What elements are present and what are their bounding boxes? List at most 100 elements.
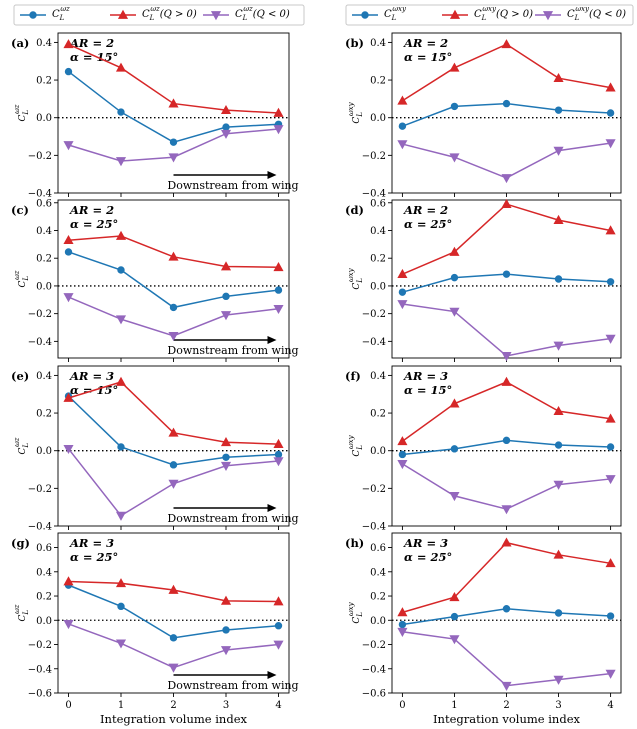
aspect-ratio-label: AR = 2 [403,203,448,217]
xtick-label: 4 [607,700,613,711]
data-point [398,122,407,130]
data-point [220,595,232,605]
xtick-label: 3 [223,700,229,711]
data-point [553,72,564,83]
alpha-label: α = 25° [404,217,452,231]
data-point [63,234,74,245]
legend-marker [210,11,222,21]
ytick-label: 0.6 [36,543,52,554]
data-point [450,273,459,282]
downstream-label: Downstream from wing [167,679,298,692]
alpha-label: α = 15° [404,50,452,64]
data-point [605,413,616,423]
data-point [450,445,459,453]
data-point [168,479,179,489]
data-point [501,505,512,515]
data-point [449,153,460,163]
panel-letter: (g) [11,536,30,550]
series-total [64,248,283,312]
series-q-0 [63,376,284,448]
downstream-arrow-head [267,336,277,344]
ytick-label: −0.4 [28,337,52,348]
xtick-label: 1 [451,700,457,711]
series-total [398,436,615,459]
panel-letter: (c) [11,203,29,217]
data-point [397,140,408,150]
data-point [606,109,615,117]
alpha-label: α = 15° [70,50,118,64]
data-point [220,437,232,447]
legend-label: CLωz(Q < 0) [235,5,290,22]
series-q-0 [63,230,284,272]
data-point [63,293,74,303]
data-point [501,174,512,184]
y-axis-label: CLωxy [347,267,364,289]
data-point [501,198,512,209]
data-point [169,634,178,642]
data-point [554,106,563,114]
y-axis-label: CLωz [13,604,30,621]
data-point [169,461,178,469]
data-point [501,681,512,691]
y-axis-label-text: CLωxy [347,101,364,123]
alpha-label: α = 15° [404,383,452,397]
series-q-0 [63,293,284,342]
y-axis-label-text: CLωxy [347,601,364,623]
data-point [115,62,127,72]
series-line [402,142,611,179]
alpha-label: α = 25° [404,550,452,564]
data-point [273,596,284,606]
panel-letter: (a) [11,36,29,50]
series-line [68,296,279,337]
data-point [554,275,563,283]
panel-d: −0.4 −0.2 0.0 0.2 0.4 0.6 CLωxy (d) AR = 2α = 25… [345,198,622,362]
aspect-ratio-label: AR = 3 [403,536,448,550]
data-point [168,251,179,261]
data-point [220,646,232,656]
panel-letter: (f) [345,369,361,383]
data-point [115,578,127,588]
downstream-label: Downstream from wing [167,512,298,525]
downstream-arrow-head [267,171,277,179]
ytick-label: 0.0 [36,446,52,457]
ytick-label: 0.2 [370,76,386,87]
data-point [220,261,232,271]
legend-marker [449,9,461,19]
data-point [449,592,460,602]
ytick-label: 0.6 [370,543,386,554]
y-axis-label: CLωxy [347,101,364,123]
data-point [449,492,460,502]
data-point [553,341,564,351]
series-q-0 [397,460,616,515]
data-point [449,307,460,317]
legend-marker [542,11,554,21]
legend-label: CLωz [52,5,70,22]
y-axis-label: CLωz [13,104,30,121]
data-point [63,576,74,586]
data-point [273,640,284,650]
downstream-arrow-head [267,504,277,512]
ytick-label: 0.4 [370,371,386,382]
data-point [449,62,460,72]
data-point [168,427,179,437]
data-point [397,95,408,105]
ytick-label: −0.2 [28,640,52,651]
downstream-arrow-head [267,671,277,679]
data-point [63,444,74,455]
data-point [397,268,408,279]
data-point [63,620,74,630]
series-line [402,631,611,687]
ytick-label: 0.6 [370,198,386,209]
data-point [502,270,511,278]
data-point [553,675,564,685]
panel-f: −0.4 −0.2 0.0 0.2 0.4 CLωxy (f) AR = 3α = 15° [345,365,622,533]
series-total [64,581,283,642]
xtick-label: 2 [503,700,509,711]
data-point [398,620,407,629]
data-point [63,39,74,49]
aspect-ratio-label: AR = 2 [69,203,114,217]
data-point [169,138,178,146]
ytick-label: 0.0 [36,281,52,292]
data-point [273,304,284,315]
